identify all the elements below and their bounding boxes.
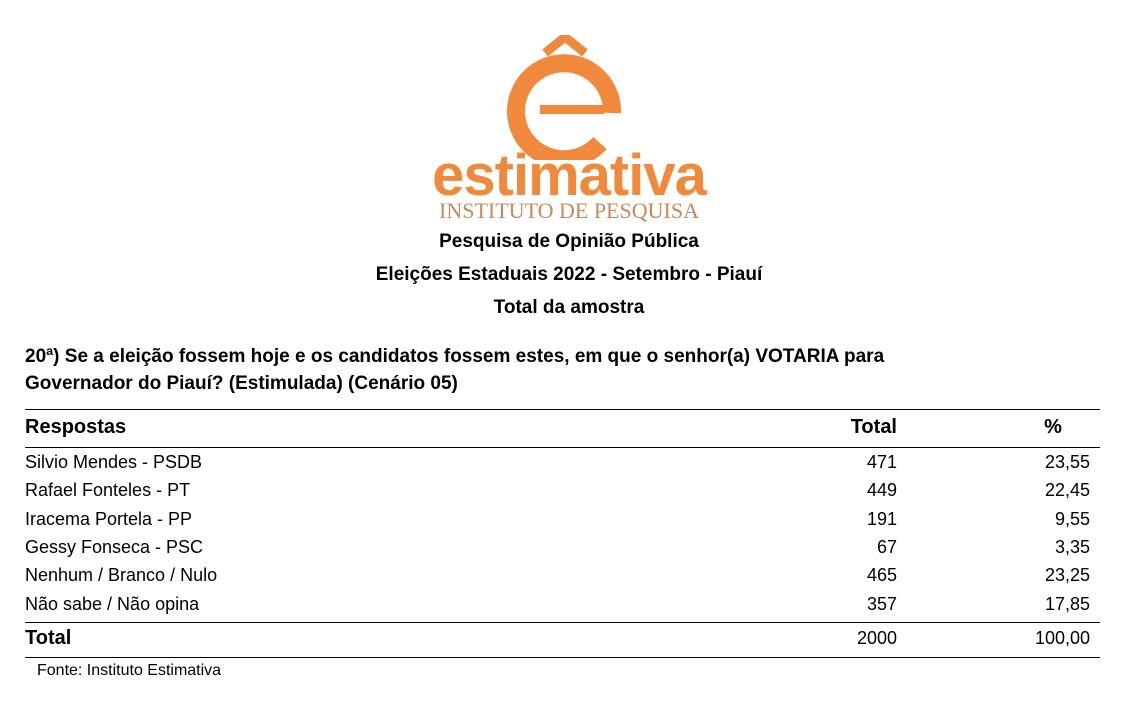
total-value: 2000 — [856, 628, 897, 648]
header-line: Eleições Estaduais 2022 - Setembro - Pia… — [375, 264, 763, 285]
header-line: Pesquisa de Opinião Pública — [439, 231, 699, 252]
header-line: Total da amostra — [493, 297, 645, 318]
row-percent: 3,35 — [1054, 536, 1090, 557]
logo-icon — [507, 35, 622, 160]
row-percent: 9,55 — [1054, 508, 1090, 529]
source: Fonte: Instituto Estimativa — [37, 662, 222, 679]
total-percent: 100,00 — [1034, 628, 1090, 648]
row-total: 471 — [866, 452, 897, 472]
row-label: Rafael Fonteles - PT — [25, 480, 191, 501]
row-percent: 23,55 — [1044, 452, 1090, 472]
question: 20ª) Se a eleição fossem hoje e os candi… — [25, 346, 885, 367]
total-label: Total — [25, 627, 72, 649]
column-header: % — [1044, 416, 1062, 438]
row-label: Iracema Portela - PP — [25, 508, 193, 529]
question: Governador do Piauí? (Estimulada) (Cenár… — [25, 373, 458, 394]
rule — [25, 409, 1100, 410]
row-total: 357 — [866, 593, 897, 614]
rule — [25, 622, 1100, 623]
logo-name: estimativa — [432, 143, 707, 208]
row-label: Silvio Mendes - PSDB — [25, 452, 203, 472]
row-total: 67 — [876, 536, 897, 557]
rule — [25, 447, 1100, 448]
logo-bar — [540, 105, 604, 114]
row-total: 465 — [866, 565, 897, 586]
row-percent: 17,85 — [1044, 593, 1090, 614]
rule — [25, 657, 1100, 658]
row-total: 449 — [866, 480, 897, 501]
row-label: Nenhum / Branco / Nulo — [25, 565, 218, 586]
row-percent: 23,25 — [1044, 565, 1090, 586]
row-label: Gessy Fonseca - PSC — [25, 536, 204, 557]
logo-subtitle: INSTITUTO DE PESQUISA — [439, 198, 699, 223]
column-header: Total — [850, 416, 897, 438]
logo-caret — [542, 35, 588, 57]
row-label: Não sabe / Não opina — [25, 593, 200, 614]
row-total: 191 — [866, 508, 897, 529]
row-percent: 22,45 — [1044, 480, 1090, 501]
logo-ring — [507, 54, 622, 160]
column-header: Respostas — [25, 416, 127, 438]
